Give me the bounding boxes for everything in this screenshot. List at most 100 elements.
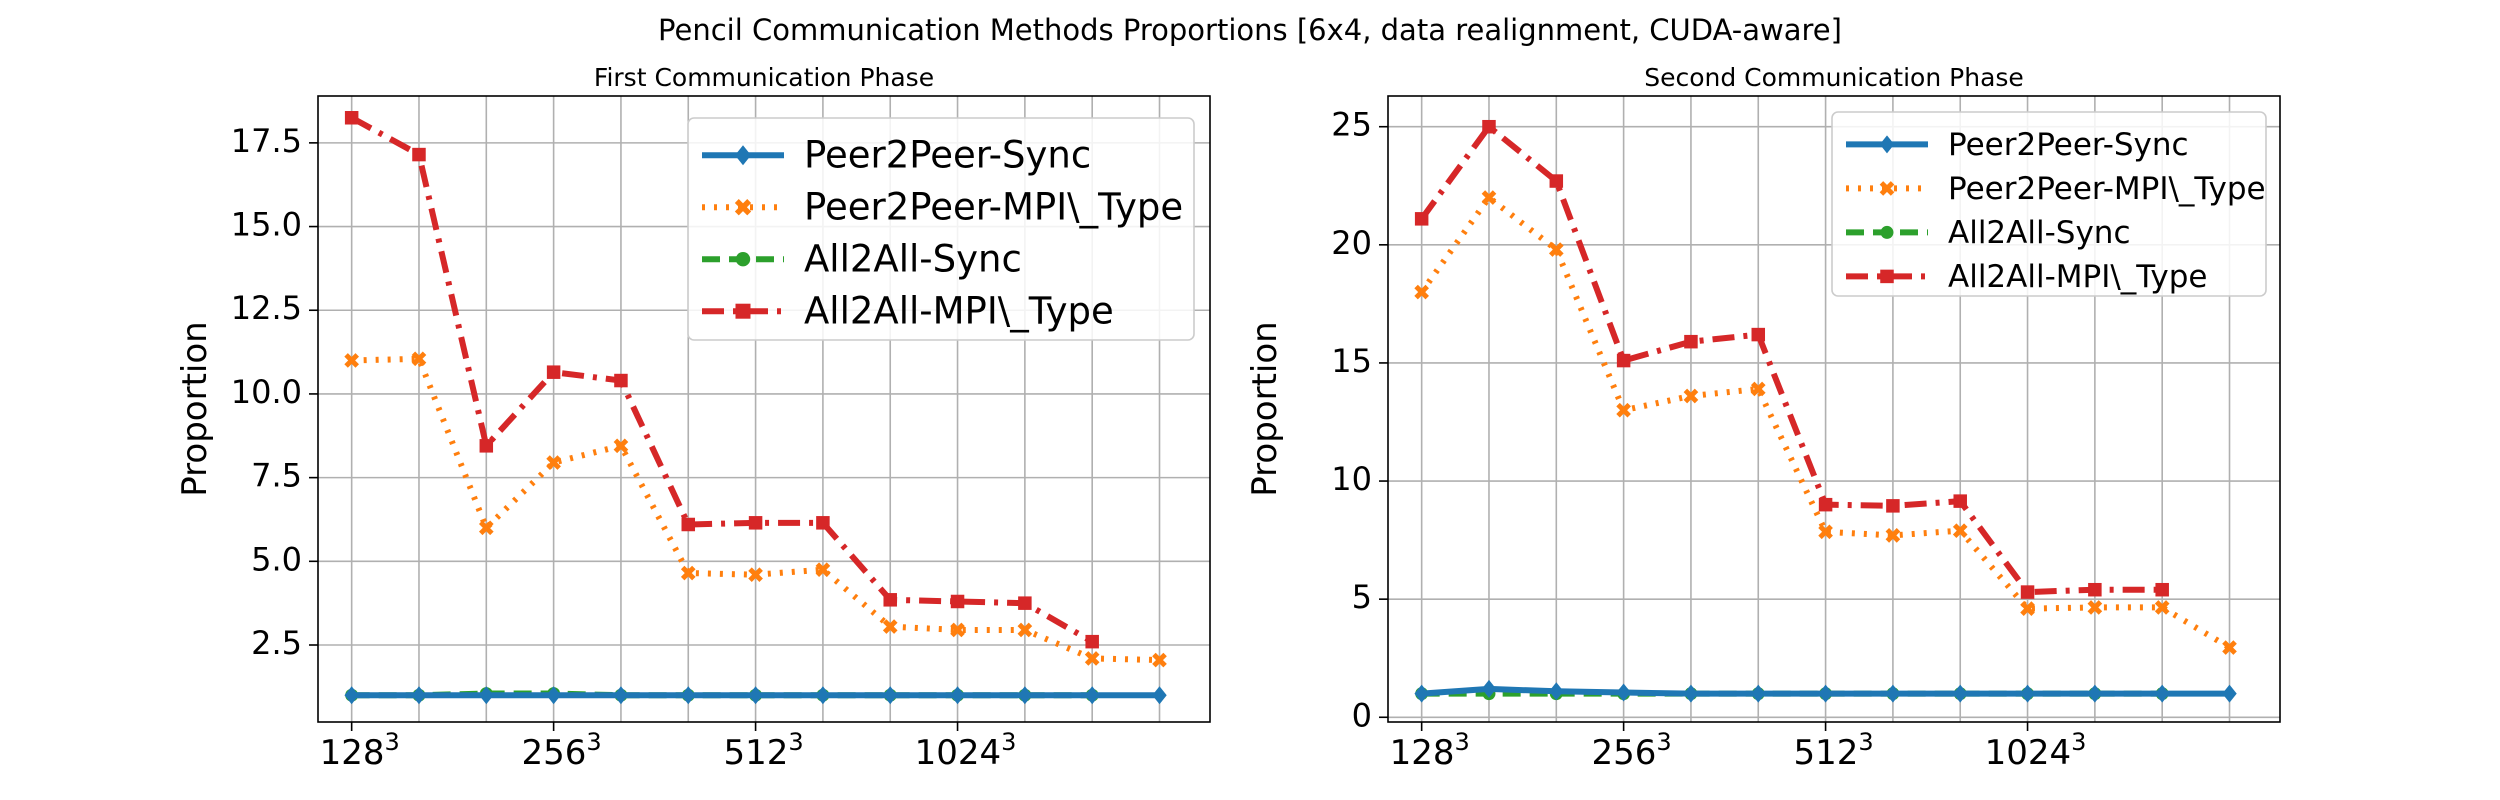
x-tick-label: 5123 [1793, 728, 1873, 773]
y-tick-label: 15 [1331, 342, 1372, 380]
data-point [344, 111, 359, 125]
data-point [2154, 684, 2170, 703]
data-point [883, 686, 898, 705]
y-axis-label: Proportion [175, 321, 215, 496]
legend-marker [1880, 269, 1894, 284]
axes-frame [1387, 95, 2281, 723]
data-point [950, 594, 965, 609]
data-point [1414, 284, 1429, 300]
data-point [546, 455, 561, 470]
y-tick-label: 25 [1331, 106, 1372, 144]
data-point [1481, 190, 1497, 205]
data-point [680, 565, 696, 581]
data-point [479, 439, 494, 453]
data-point [2020, 585, 2035, 599]
data-point [2087, 684, 2103, 703]
y-tick-label: 7.5 [251, 457, 302, 495]
axes-frame [317, 95, 1211, 723]
legend-label: All2All-Sync [804, 238, 1022, 281]
data-point [748, 686, 763, 705]
chart-panel-2: 0 5 10 15 20 25 1283 2563 5123 10243 Second Commun… [1245, 63, 2281, 773]
data-point [614, 373, 628, 388]
data-point [1953, 494, 1967, 508]
data-point [2222, 684, 2237, 703]
legend-marker [735, 252, 751, 267]
data-point [613, 438, 629, 454]
legend-marker [734, 199, 752, 216]
data-point [479, 686, 494, 705]
data-point [1549, 174, 1564, 188]
data-point [1482, 119, 1496, 134]
legend-label: All2All-MPI\_Type [1948, 259, 2208, 295]
data-point [1818, 524, 1833, 540]
data-point [1684, 334, 1698, 349]
x-tick-label: 2563 [1592, 728, 1672, 773]
data-point [1751, 327, 1766, 342]
data-point [1084, 686, 1100, 705]
panel-title: First Communication Phase [594, 63, 934, 92]
data-point [1952, 523, 1968, 538]
data-point [1616, 683, 1631, 702]
x-tick-label: 5123 [723, 728, 803, 773]
data-point [1017, 686, 1033, 705]
chart-panel-1: 2.5 5.0 7.5 10.0 12.5 15.0 17.5 1283 2563 5123 102… [175, 63, 1211, 773]
data-point [1085, 634, 1099, 649]
data-point [1017, 622, 1033, 638]
data-point [1481, 679, 1497, 698]
data-point [1084, 651, 1100, 666]
y-tick-label: 17.5 [231, 122, 302, 160]
data-point [411, 686, 427, 705]
data-point [2020, 601, 2035, 616]
data-point [412, 147, 426, 162]
legend: Peer2Peer-Sync Peer2Peer-MPI\_Type All2All… [1831, 111, 2267, 297]
legend-marker [1879, 181, 1895, 196]
legend-label: All2All-MPI\_Type [804, 290, 1114, 333]
data-point [1751, 684, 1766, 703]
data-point [1750, 381, 1766, 397]
data-point [815, 686, 831, 705]
data-point [1152, 686, 1167, 705]
x-tick-label: 1283 [320, 728, 400, 773]
data-point [411, 351, 427, 367]
data-point [1818, 684, 1833, 703]
y-tick-label: 10.0 [231, 373, 302, 411]
series-group [344, 111, 1167, 705]
data-point [950, 686, 965, 705]
y-tick-label: 10 [1331, 460, 1372, 498]
legend-box [687, 117, 1195, 341]
data-point [816, 516, 830, 530]
y-tick-label: 5 [1352, 578, 1372, 616]
data-point [2088, 582, 2102, 597]
y-tick-label: 12.5 [231, 289, 302, 327]
y-tick-label: 5.0 [251, 540, 302, 578]
data-point [681, 686, 696, 705]
series-line-all2all-mpi-type [350, 115, 1094, 645]
series-group [1414, 119, 2237, 703]
legend-label: All2All-Sync [1948, 215, 2131, 251]
data-point [478, 520, 494, 536]
series-line-all2all-mpi-type [1419, 123, 2163, 596]
data-point [2222, 640, 2237, 655]
legend-marker [1879, 135, 1895, 154]
legend-marker [1880, 225, 1894, 239]
data-point [2020, 684, 2035, 703]
data-point [2087, 600, 2103, 615]
legend-marker [735, 145, 751, 166]
x-tick-label: 1283 [1390, 728, 1470, 773]
data-point [1018, 596, 1032, 610]
data-point [1886, 499, 1900, 513]
y-tick-label: 20 [1331, 224, 1372, 262]
data-point [748, 516, 763, 530]
data-point [883, 593, 897, 607]
data-point [950, 622, 965, 638]
data-point [344, 686, 359, 705]
legend-box [1831, 111, 2267, 297]
x-tick-label: 10243 [1985, 728, 2087, 773]
data-point [344, 353, 359, 368]
data-point [1818, 497, 1833, 512]
x-tick-label: 2563 [522, 728, 602, 773]
legend-label: Peer2Peer-MPI\_Type [1948, 171, 2266, 207]
legend-label: Peer2Peer-Sync [804, 134, 1091, 177]
y-axis-label: Proportion [1245, 321, 1285, 496]
